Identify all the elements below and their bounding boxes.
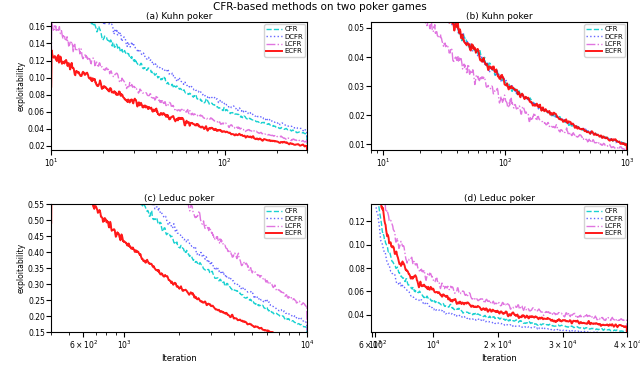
- Title: (b) Kuhn poker: (b) Kuhn poker: [466, 13, 532, 21]
- X-axis label: Iteration: Iteration: [481, 354, 517, 362]
- Legend: CFR, DCFR, LCFR, ECFR: CFR, DCFR, LCFR, ECFR: [584, 24, 625, 56]
- Legend: CFR, DCFR, LCFR, ECFR: CFR, DCFR, LCFR, ECFR: [264, 24, 305, 56]
- Title: (a) Kuhn poker: (a) Kuhn poker: [146, 13, 212, 21]
- Text: CFR-based methods on two poker games: CFR-based methods on two poker games: [213, 2, 427, 12]
- Title: (d) Leduc poker: (d) Leduc poker: [464, 194, 534, 203]
- X-axis label: Iteration: Iteration: [161, 354, 197, 362]
- Legend: CFR, DCFR, LCFR, ECFR: CFR, DCFR, LCFR, ECFR: [584, 206, 625, 238]
- Legend: CFR, DCFR, LCFR, ECFR: CFR, DCFR, LCFR, ECFR: [264, 206, 305, 238]
- Title: (c) Leduc poker: (c) Leduc poker: [144, 194, 214, 203]
- Y-axis label: exploitability: exploitability: [16, 61, 25, 111]
- Y-axis label: exploitability: exploitability: [16, 243, 25, 293]
